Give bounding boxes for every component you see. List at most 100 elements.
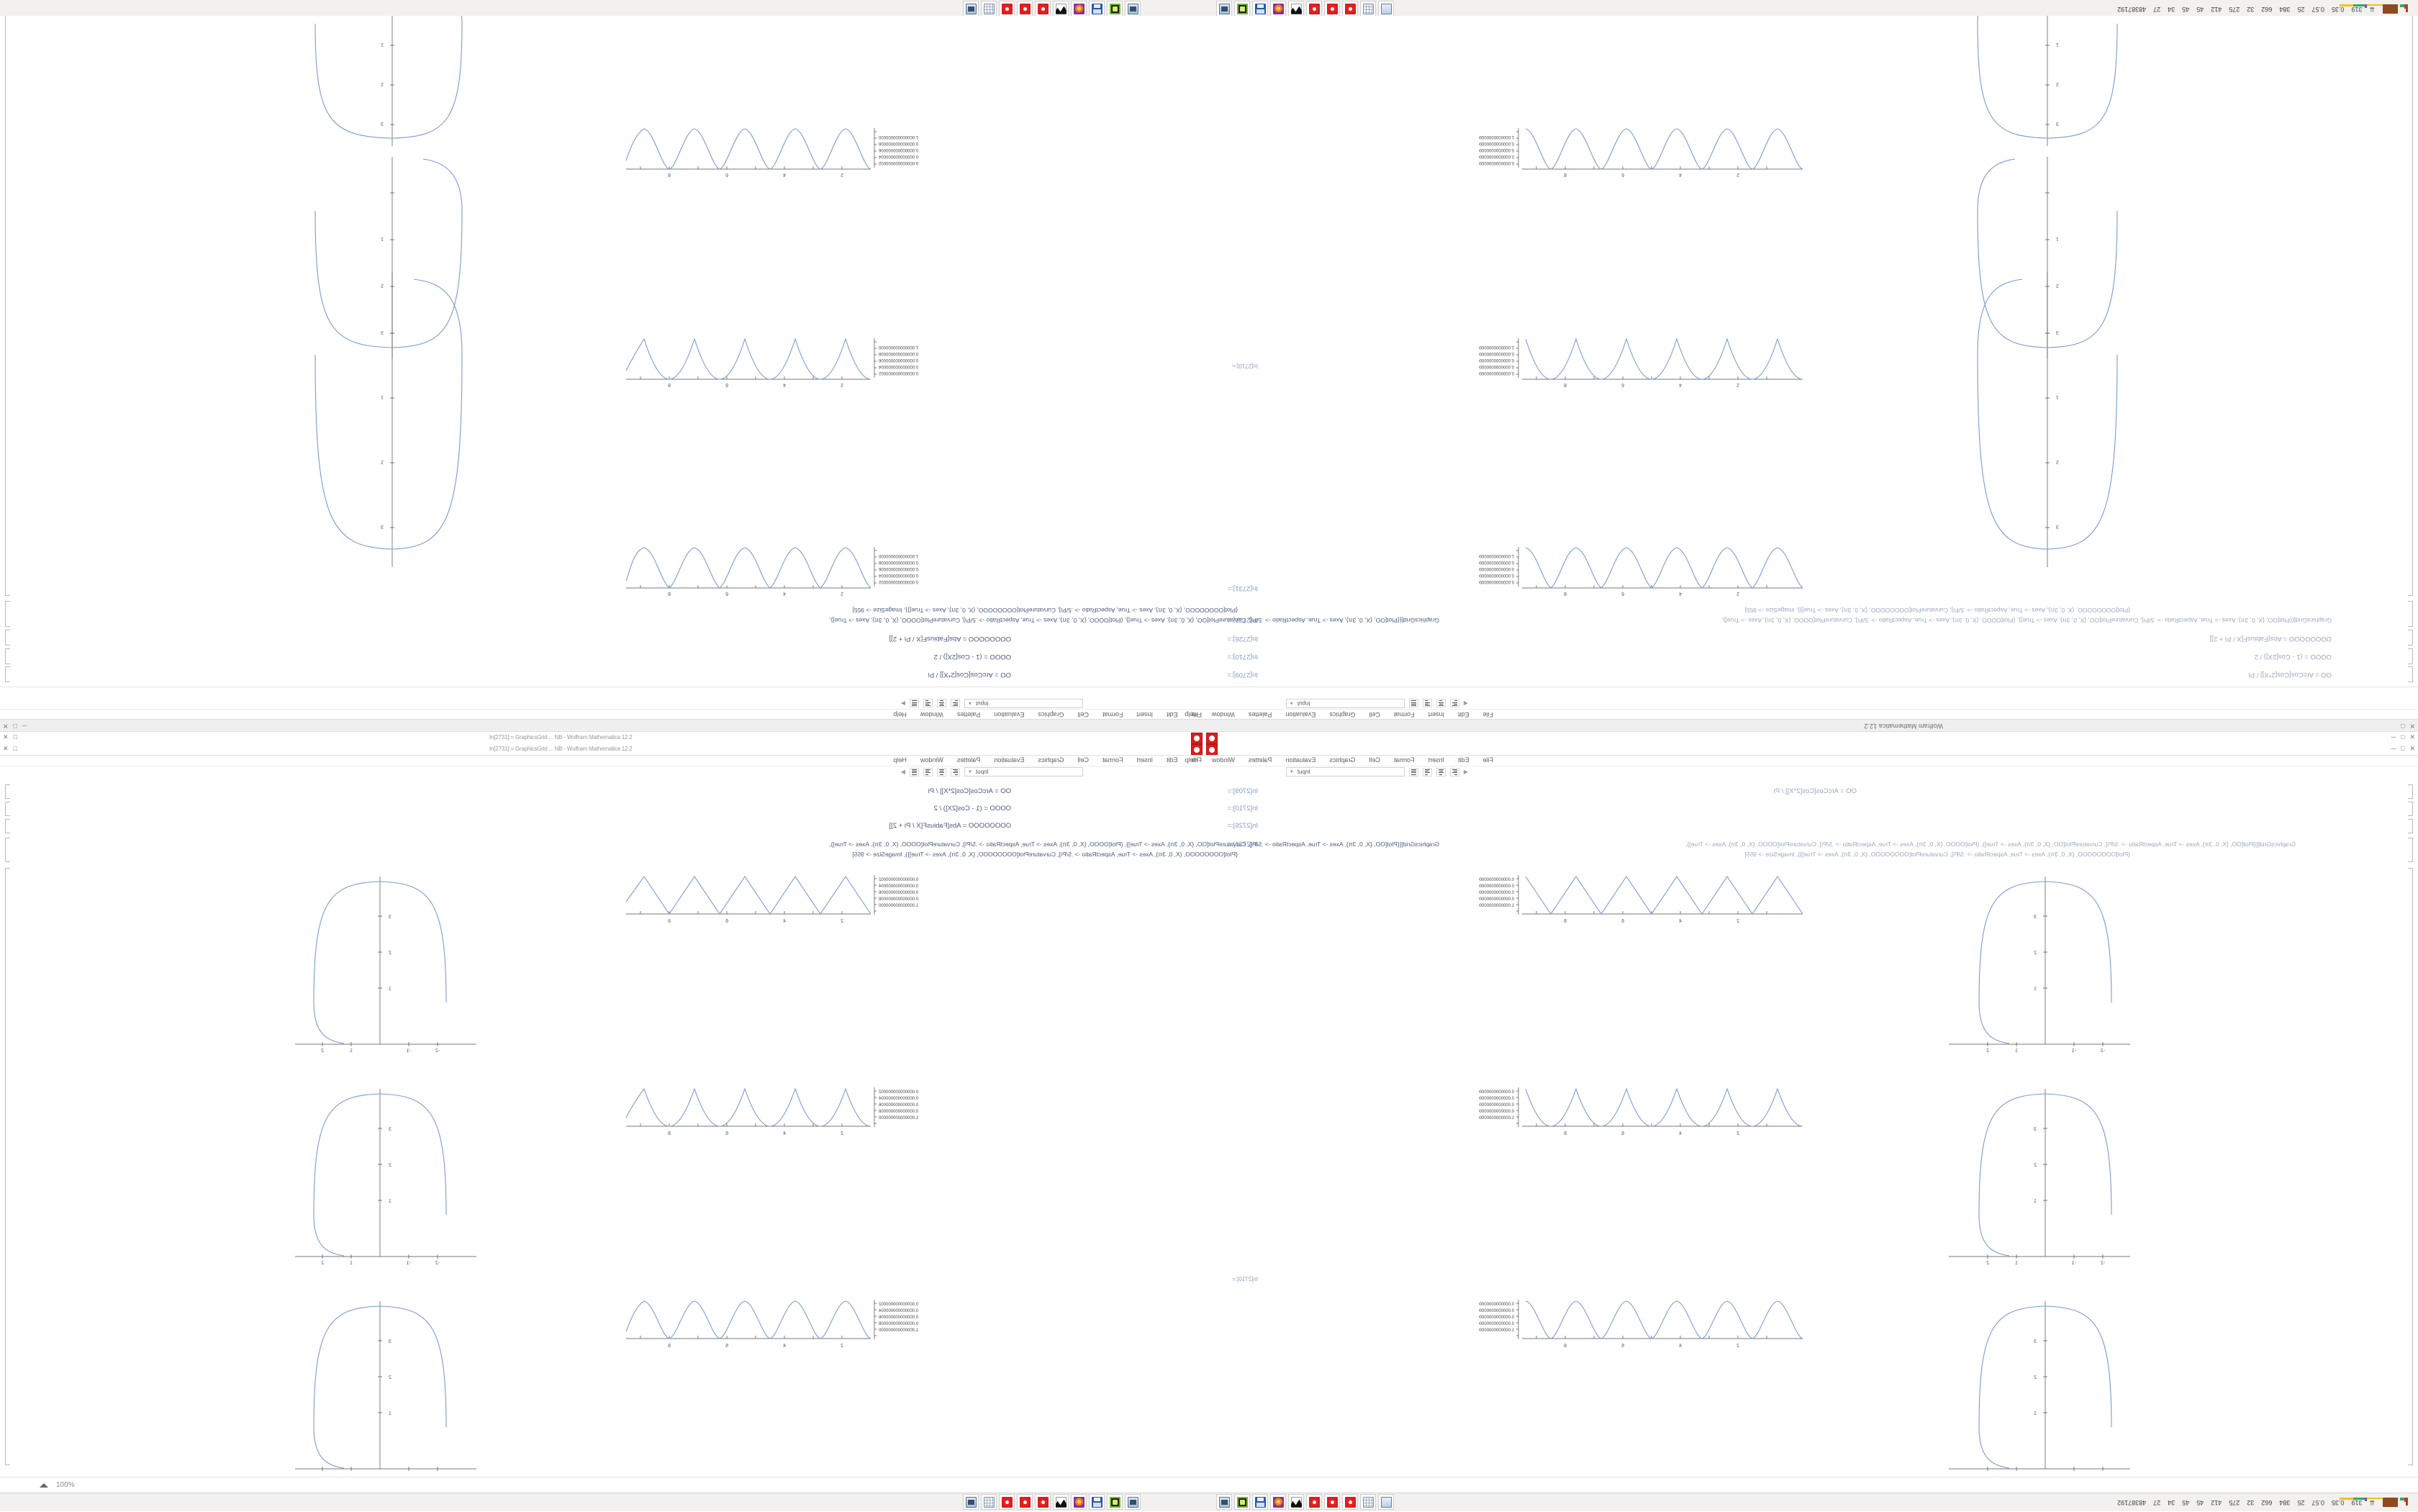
menu-palettes[interactable]: Palettes xyxy=(1248,756,1272,764)
close-icon[interactable]: ✕ xyxy=(3,733,9,741)
maximize-icon[interactable]: □ xyxy=(13,745,17,752)
window-list-entry[interactable]: In[2731]:= GraphicsGrid ... NB - Wolfram… xyxy=(489,734,633,741)
menu-file[interactable]: File xyxy=(1191,756,1202,764)
align-center-button[interactable] xyxy=(1436,699,1446,708)
triangle-wave-plot[interactable]: 2 4 6 8 0.000000000000002 0.000000000000… xyxy=(1479,862,1810,927)
code-line[interactable]: OOOOOOOO = Abs[FabiusF[X / Pi + 2]] xyxy=(889,822,1011,830)
taskbar-system-monitor-icon[interactable] xyxy=(1125,1494,1141,1510)
taskbar-mathematica-icon[interactable] xyxy=(1017,1494,1033,1510)
taskbar-calculator-icon[interactable] xyxy=(981,1,997,17)
menu-window[interactable]: Window xyxy=(1211,711,1235,718)
cell-bracket[interactable] xyxy=(5,838,10,862)
menu-evaluation[interactable]: Evaluation xyxy=(1285,711,1316,718)
taskbar-mathematica-icon[interactable] xyxy=(999,1,1015,17)
align-center-button[interactable] xyxy=(1436,767,1446,777)
menu-cell[interactable]: Cell xyxy=(1077,756,1089,764)
chevron-down-icon[interactable]: ⇊ xyxy=(2369,6,2375,14)
taskbar-mathematica-icon[interactable] xyxy=(999,1494,1015,1510)
maximize-icon[interactable]: □ xyxy=(2401,733,2405,741)
align-justify-button[interactable] xyxy=(1408,699,1418,708)
align-right-button[interactable] xyxy=(1422,699,1432,708)
cell-bracket[interactable] xyxy=(5,16,10,596)
curvature-plot-cosine[interactable]: 3 2 1 xyxy=(1950,153,2137,362)
code-line[interactable]: GraphicsGrid[{{Plot[OO, {X, 0, 3π}, Axes… xyxy=(829,617,1439,624)
taskbar-mathematica-icon[interactable] xyxy=(1306,1,1322,17)
menu-palettes[interactable]: Palettes xyxy=(1248,711,1272,718)
menu-edit[interactable]: Edit xyxy=(1457,756,1470,764)
align-left-button[interactable] xyxy=(1449,767,1459,777)
menu-insert[interactable]: Insert xyxy=(1428,756,1444,764)
collapse-arrow-icon[interactable]: ◀ xyxy=(1463,700,1468,707)
menu-graphics[interactable]: Graphics xyxy=(1329,711,1356,718)
menu-insert[interactable]: Insert xyxy=(1428,711,1444,718)
close-icon[interactable]: ✕ xyxy=(2409,723,2415,730)
cosine-wave-plot[interactable]: 0.000000000000002 0.000000000000004 0.00… xyxy=(622,1074,954,1139)
fabius-wave-plot[interactable]: 2 4 6 8 0.000000000000002 0.000000000000… xyxy=(1479,1287,1810,1352)
taskbar-terminal-icon[interactable] xyxy=(1378,1,1394,17)
curvature-plot-cosine[interactable]: -2 -1 1 2 3 2 1 xyxy=(1943,1085,2137,1265)
menu-window[interactable]: Window xyxy=(1211,756,1235,764)
cell-bracket[interactable] xyxy=(5,819,10,833)
align-right-button[interactable] xyxy=(923,767,933,777)
collapse-arrow-icon[interactable]: ▶ xyxy=(900,700,905,707)
cell-bracket[interactable] xyxy=(2408,16,2413,596)
code-line[interactable]: GraphicsGrid[{{Plot[OO, {X, 0, 3π}, Axes… xyxy=(829,841,1439,848)
taskbar-firefox-icon[interactable] xyxy=(1270,1494,1286,1510)
maximize-icon[interactable]: □ xyxy=(13,733,17,741)
align-center-button[interactable] xyxy=(937,699,946,708)
triangle-wave-plot[interactable]: 0.000000000000002 0.000000000000004 0.00… xyxy=(622,536,954,601)
code-line[interactable]: {Plot[OOOOOOOO, {X, 0, 3π}, Axes -> True… xyxy=(852,607,1238,614)
taskbar-file-manager-icon[interactable] xyxy=(1234,1,1250,17)
align-left-button[interactable] xyxy=(951,767,960,777)
cell-bracket[interactable] xyxy=(2408,784,2413,799)
taskbar-firefox-icon[interactable] xyxy=(1270,1,1286,17)
taskbar-save-icon[interactable] xyxy=(1089,1,1105,17)
code-line[interactable]: OO = ArcCos[Cos[2*X]] / Pi xyxy=(928,787,1011,795)
close-icon[interactable]: ✕ xyxy=(2409,745,2415,752)
menu-cell[interactable]: Cell xyxy=(1369,711,1380,718)
menu-file[interactable]: File xyxy=(1482,756,1493,764)
taskbar-image-viewer-icon[interactable] xyxy=(1288,1,1304,17)
taskbar-system-monitor-icon[interactable] xyxy=(1125,1,1141,17)
taskbar-system-monitor-icon[interactable] xyxy=(1216,1494,1232,1510)
cell-bracket[interactable] xyxy=(2408,868,2413,1465)
menu-format[interactable]: Format xyxy=(1393,756,1415,764)
menu-graphics[interactable]: Graphics xyxy=(1329,756,1356,764)
cosine-wave-plot[interactable]: 0.000000000000002 0.000000000000004 0.00… xyxy=(622,327,954,392)
taskbar-terminal-icon[interactable] xyxy=(963,1494,979,1510)
fabius-wave-plot[interactable]: 2 4 6 8 0.000000000000002 0.000000000000… xyxy=(1479,117,1810,182)
menu-window[interactable]: Window xyxy=(920,711,943,718)
cell-style-select[interactable]: Input ▲ xyxy=(1285,699,1405,708)
code-line[interactable]: {Plot[OOOOOOOO, {X, 0, 3π}, Axes -> True… xyxy=(852,851,1238,858)
taskbar-calculator-icon[interactable] xyxy=(1360,1,1376,17)
taskbar-file-manager-icon[interactable] xyxy=(1107,1494,1123,1510)
curvature-plot-fabius[interactable]: 3 2 1 xyxy=(1950,16,2137,150)
curvature-plot-fabius[interactable]: -2 -1 1 2 3 2 1 xyxy=(288,1298,482,1471)
taskbar-mathematica-icon[interactable] xyxy=(1342,1,1358,17)
triangle-wave-plot[interactable]: 0.000000000000002 0.000000000000004 0.00… xyxy=(622,862,954,927)
curvature-plot-triangle[interactable]: -2 -1 1 2 3 2 1 xyxy=(1943,873,2137,1053)
mathematica-icon[interactable] xyxy=(1206,733,1218,744)
taskbar-firefox-icon[interactable] xyxy=(1071,1494,1087,1510)
maximize-icon[interactable]: □ xyxy=(2401,723,2405,730)
taskbar-calculator-icon[interactable] xyxy=(1360,1494,1376,1510)
align-justify-button[interactable] xyxy=(910,699,919,708)
taskbar-system-monitor-icon[interactable] xyxy=(1216,1,1232,17)
code-line[interactable]: OOOOOOOO = Abs[FabiusF[X / Pi + 2]] xyxy=(889,635,1011,643)
chevron-down-icon[interactable]: ⇊ xyxy=(2369,1499,2375,1507)
align-left-button[interactable] xyxy=(1449,699,1459,708)
cell-bracket[interactable] xyxy=(5,784,10,799)
cell-bracket[interactable] xyxy=(2408,838,2413,862)
taskbar-terminal-icon[interactable] xyxy=(1378,1494,1394,1510)
align-right-button[interactable] xyxy=(923,699,933,708)
zoom-dropdown-arrow-icon[interactable] xyxy=(40,1483,48,1488)
cell-bracket[interactable] xyxy=(5,601,10,627)
taskbar-file-manager-icon[interactable] xyxy=(1234,1494,1250,1510)
menu-help[interactable]: Help xyxy=(893,711,907,718)
taskbar-image-viewer-icon[interactable] xyxy=(1053,1,1069,17)
mathematica-icon[interactable] xyxy=(1191,744,1203,756)
cosine-wave-plot[interactable]: 2 4 6 8 0.000000000000002 0.000000000000… xyxy=(1479,327,1810,392)
code-line[interactable]: OO = ArcCos[Cos[2*X]] / Pi xyxy=(928,671,1011,679)
menu-insert[interactable]: Insert xyxy=(1136,756,1153,764)
menu-graphics[interactable]: Graphics xyxy=(1038,756,1064,764)
